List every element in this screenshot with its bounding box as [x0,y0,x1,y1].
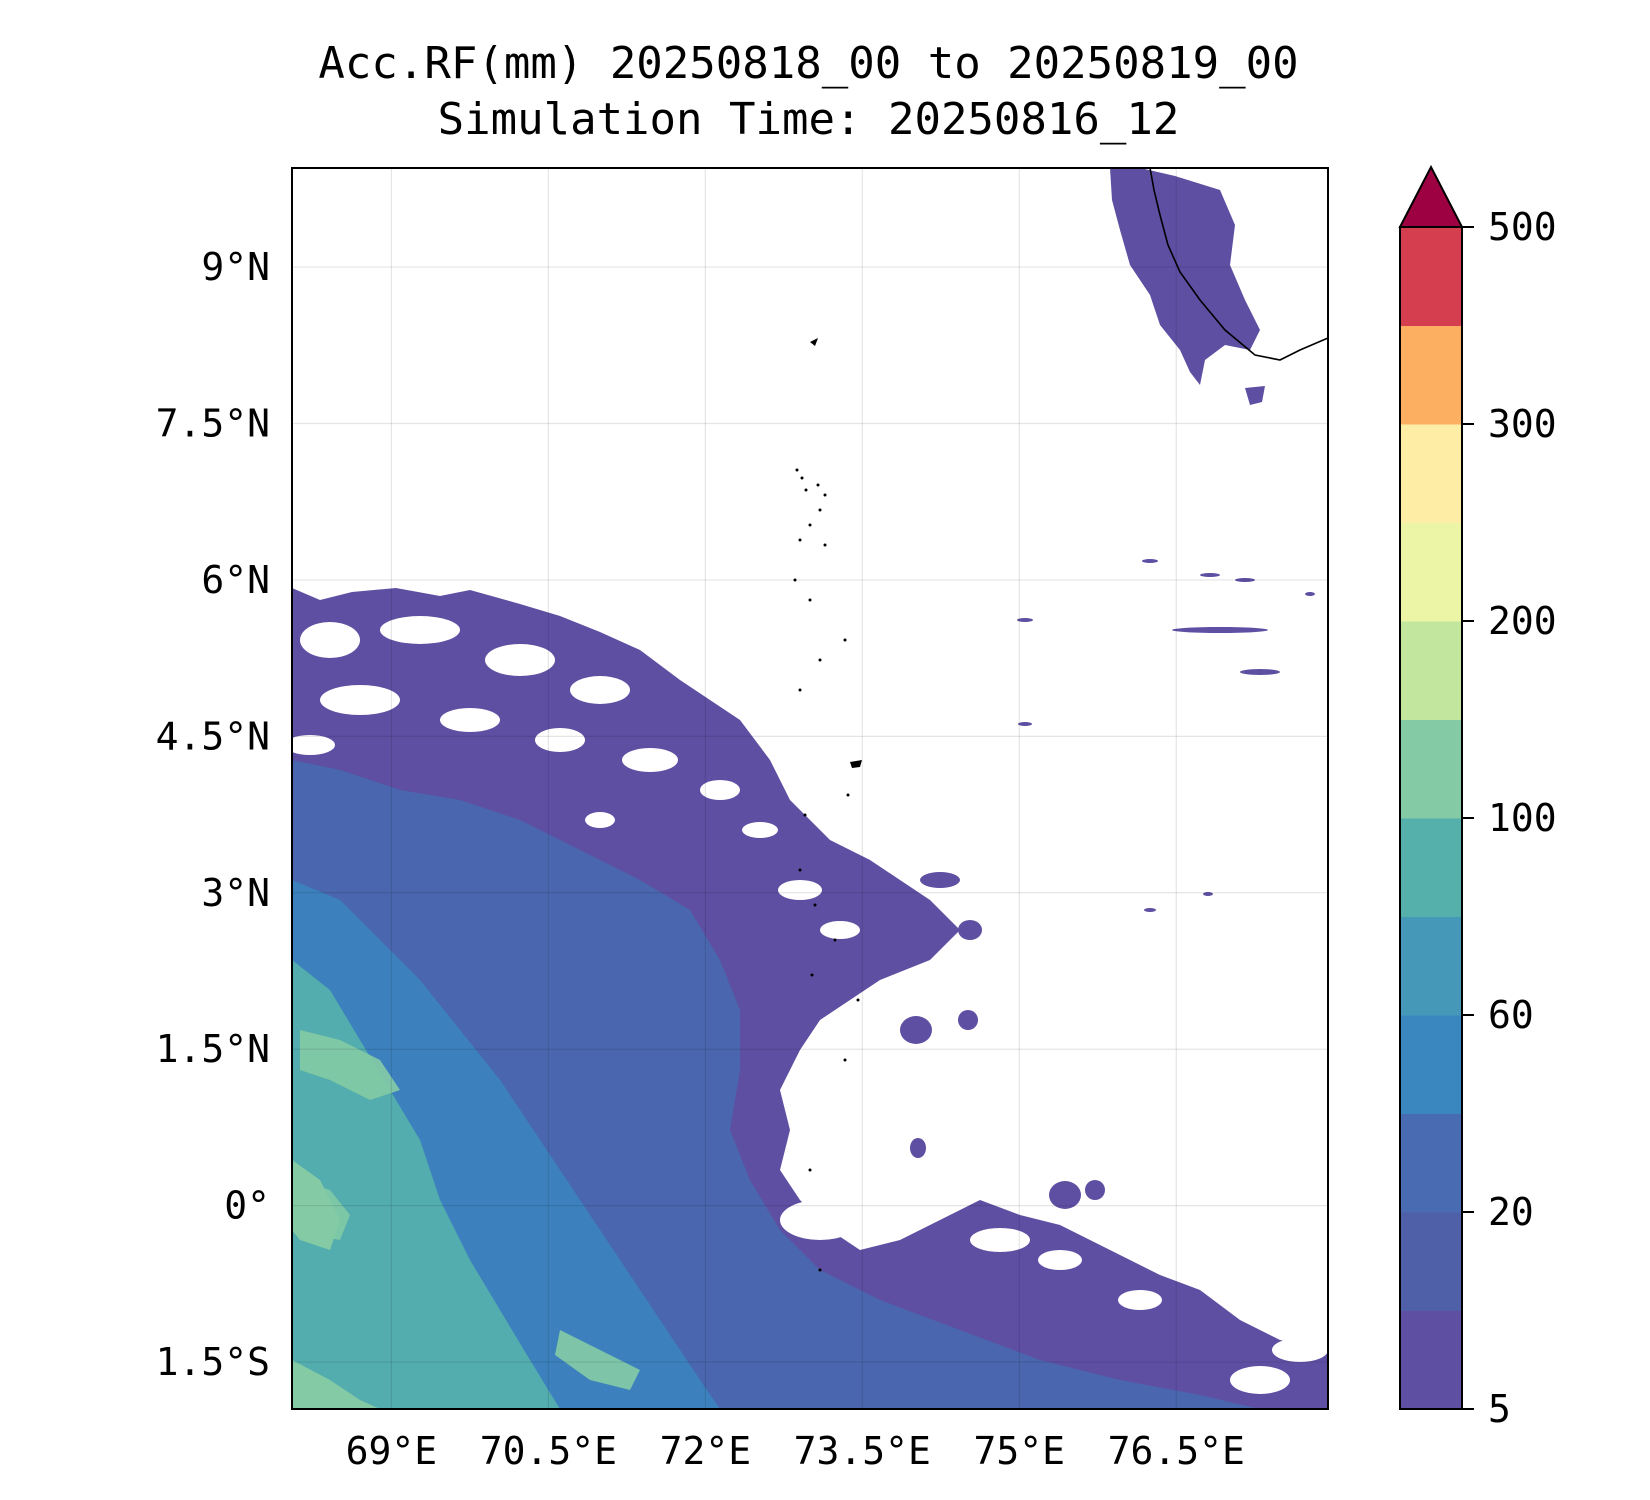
x-tick-label: 70.5°E [480,1429,617,1473]
rain-region-100-150-south [292,1360,380,1409]
colorbar-tick-label: 20 [1488,1190,1534,1234]
x-axis: 69°E 70.5°E 72°E 73.5°E 75°E 76.5°E [346,1429,1245,1473]
colorbar-extend-arrow [1398,164,1464,228]
y-axis: 9°N 7.5°N 6°N 4.5°N 3°N 1.5°N 0° 1.5°S [156,245,270,1384]
x-tick-label: 73.5°E [794,1429,931,1473]
chart-title: Acc.RF(mm) 20250818_00 to 20250819_00 [318,38,1299,89]
y-tick-label: 1.5°N [156,1027,270,1071]
colorbar-ticks: 5 20 60 100 200 300 500 [1462,205,1557,1431]
dry-patches [292,616,1328,1394]
colorbar-tick-label: 500 [1488,205,1557,249]
x-tick-label: 76.5°E [1108,1429,1245,1473]
y-tick-label: 4.5°N [156,714,270,758]
colorbar-segment [1400,621,1462,720]
rainfall-field [292,168,1328,1409]
colorbar-segment [1400,1212,1462,1311]
colorbar-segments [1400,227,1462,1410]
colorbar-tick-label: 100 [1488,796,1557,840]
rain-region-100-150-band [555,1330,640,1390]
colorbar-segment [1400,719,1462,819]
rain-region-coastal-spot [1245,386,1265,405]
coastline-india [1149,168,1328,361]
colorbar-segment [1400,325,1462,425]
colorbar: 5 20 60 100 200 300 500 [1398,164,1557,1431]
colorbar-tick-label: 200 [1488,599,1557,643]
y-tick-label: 3°N [201,871,270,915]
colorbar-segment [1400,916,1462,1016]
x-tick-label: 75°E [974,1429,1066,1473]
colorbar-tick-label: 60 [1488,993,1534,1037]
colorbar-segment [1400,1015,1462,1114]
y-tick-label: 1.5°S [156,1340,270,1384]
grid-lines [292,168,1328,1409]
y-tick-label: 7.5°N [156,402,270,446]
colorbar-segment [1400,1310,1462,1410]
plot-frame [291,167,1329,1410]
x-tick-label: 69°E [346,1429,438,1473]
colorbar-segment [1400,424,1462,523]
islands [793,338,862,1272]
colorbar-segment [1400,818,1462,917]
colorbar-tick-label: 300 [1488,402,1557,446]
chart-subtitle: Simulation Time: 20250816_12 [437,94,1180,145]
colorbar-tick-label: 5 [1488,1387,1511,1431]
scattered-cells [900,559,1315,1209]
rain-region-100-150-mid [300,1030,400,1100]
map-panel: 69°E 70.5°E 72°E 73.5°E 75°E 76.5°E 9°N 7.5°N 6… [156,167,1329,1473]
rain-region-100-150-west [300,1180,350,1240]
rain-region-coastal [1110,168,1260,385]
colorbar-segment [1400,227,1462,326]
colorbar-segment [1400,1113,1462,1213]
x-tick-label: 72°E [660,1429,752,1473]
y-tick-label: 0° [224,1184,270,1228]
y-tick-label: 9°N [201,245,270,289]
y-tick-label: 6°N [201,558,270,602]
colorbar-segment [1400,522,1462,622]
